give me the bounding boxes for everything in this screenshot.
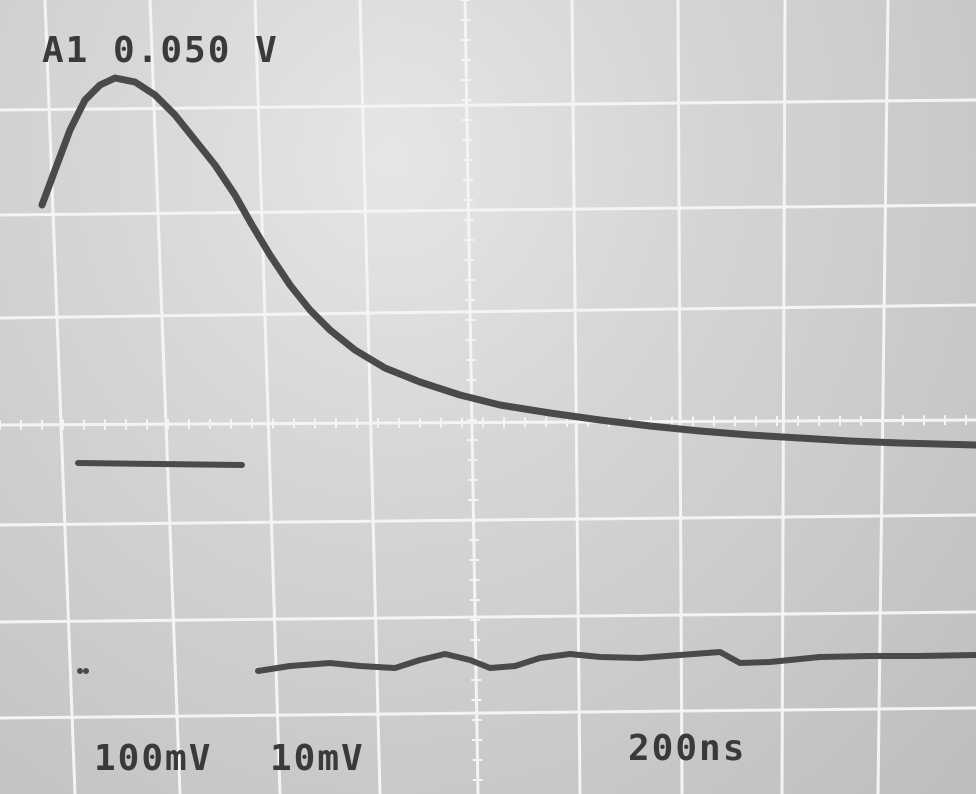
trace-reference-level (75, 460, 245, 468)
grid-line-horizontal (0, 203, 976, 217)
grid-line-horizontal (0, 610, 976, 624)
trace-pulse-decay (38, 74, 976, 449)
grid-line-horizontal (0, 513, 976, 527)
grid-line-vertical (570, 0, 582, 794)
channel2-scale: 10mV (270, 738, 365, 779)
trace-dot (77, 668, 83, 674)
grid-line-horizontal (0, 706, 976, 720)
trace-dot (83, 668, 89, 674)
grid-line-horizontal (0, 303, 976, 320)
grid-line-horizontal (0, 418, 976, 427)
grid-line-vertical (676, 0, 684, 794)
timebase-readout: 200ns (628, 728, 747, 769)
grid-line-vertical (43, 0, 77, 794)
grid-line-vertical (876, 0, 890, 794)
grid-line-horizontal (0, 98, 976, 112)
channel1-scale: 100mV (94, 738, 213, 779)
grid-line-vertical (780, 0, 787, 794)
grid-line-vertical (253, 0, 282, 794)
trigger-readout: A1 0.050 V (42, 30, 279, 71)
grid-line-vertical (358, 0, 382, 794)
grid-line-vertical (148, 0, 182, 794)
trace-baseline (255, 649, 976, 674)
